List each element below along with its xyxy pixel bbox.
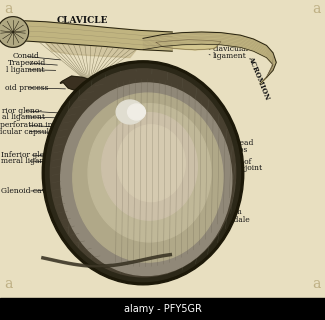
Text: alamy - PFY5GR: alamy - PFY5GR <box>124 304 202 314</box>
Ellipse shape <box>116 100 144 124</box>
Text: ligament: ligament <box>213 52 247 60</box>
Circle shape <box>0 17 29 47</box>
Text: al ligament: al ligament <box>2 113 45 121</box>
Text: oid process: oid process <box>5 84 48 92</box>
Polygon shape <box>143 32 276 84</box>
Ellipse shape <box>73 93 223 262</box>
Text: Capsule of: Capsule of <box>211 158 252 166</box>
Text: Trapezoid: Trapezoid <box>8 59 46 67</box>
Ellipse shape <box>117 125 185 202</box>
Text: l ligament: l ligament <box>6 66 45 74</box>
Text: icular capsule: icular capsule <box>0 127 54 136</box>
Text: ACROMION: ACROMION <box>246 55 271 101</box>
Ellipse shape <box>61 83 232 276</box>
Ellipse shape <box>46 64 240 282</box>
Ellipse shape <box>42 61 244 285</box>
Text: a: a <box>4 2 12 16</box>
Text: a: a <box>313 2 321 16</box>
Bar <box>0 298 325 320</box>
Text: Long head: Long head <box>213 139 253 147</box>
Ellipse shape <box>102 113 197 220</box>
Text: Acromio-: Acromio- <box>213 39 247 47</box>
Text: of biceps: of biceps <box>213 146 247 154</box>
Text: Glenoid cavity: Glenoid cavity <box>1 187 56 195</box>
Text: a: a <box>313 277 321 291</box>
Ellipse shape <box>50 69 236 277</box>
Ellipse shape <box>88 104 211 242</box>
Text: Conoid: Conoid <box>12 52 39 60</box>
Text: rior gleno-: rior gleno- <box>2 107 42 115</box>
Text: shoulder-joint: shoulder-joint <box>209 164 262 172</box>
Text: meral ligament: meral ligament <box>1 157 59 165</box>
Polygon shape <box>24 21 172 51</box>
Text: clavicular: clavicular <box>213 45 250 53</box>
Text: CLAVICLE: CLAVICLE <box>57 16 108 25</box>
Text: Labrum: Labrum <box>213 209 243 216</box>
Polygon shape <box>60 76 98 93</box>
Polygon shape <box>120 269 159 284</box>
Text: Inferior gleno-: Inferior gleno- <box>1 151 56 159</box>
Polygon shape <box>156 40 221 50</box>
Text: perforation in: perforation in <box>0 121 53 129</box>
Ellipse shape <box>127 104 146 120</box>
Text: glenoidale: glenoidale <box>211 216 250 223</box>
Polygon shape <box>46 42 136 58</box>
Text: a: a <box>4 277 12 291</box>
